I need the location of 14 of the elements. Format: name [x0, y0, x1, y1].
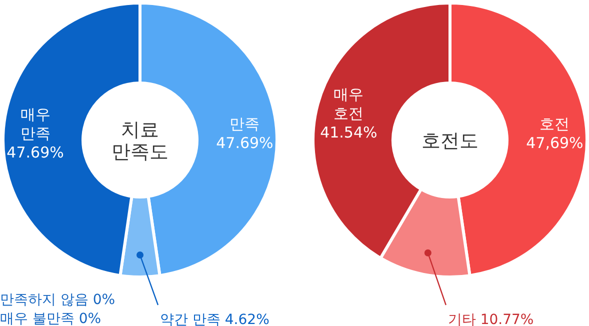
slice-label: 호전: [540, 114, 570, 133]
data-label: 47.69%: [216, 134, 274, 152]
data-label: 41.54%: [320, 123, 378, 142]
slice-label: 매우 호전: [334, 85, 364, 122]
slice-label: 만족: [230, 114, 260, 133]
text: 호전도: [422, 130, 478, 152]
slice-label: 매우 만족: [20, 105, 50, 142]
category-label: 만족하지 않음 0%: [0, 292, 116, 308]
data-label: 47.69%: [6, 143, 64, 162]
slice-label: 기타 10.77%: [448, 312, 534, 326]
text: 치료 만족도: [112, 119, 168, 163]
data-label: 47,69%: [526, 134, 584, 152]
category-label: 매우 불만족 0%: [0, 311, 102, 326]
slice-label: 약간 만족 4.62%: [160, 312, 270, 326]
